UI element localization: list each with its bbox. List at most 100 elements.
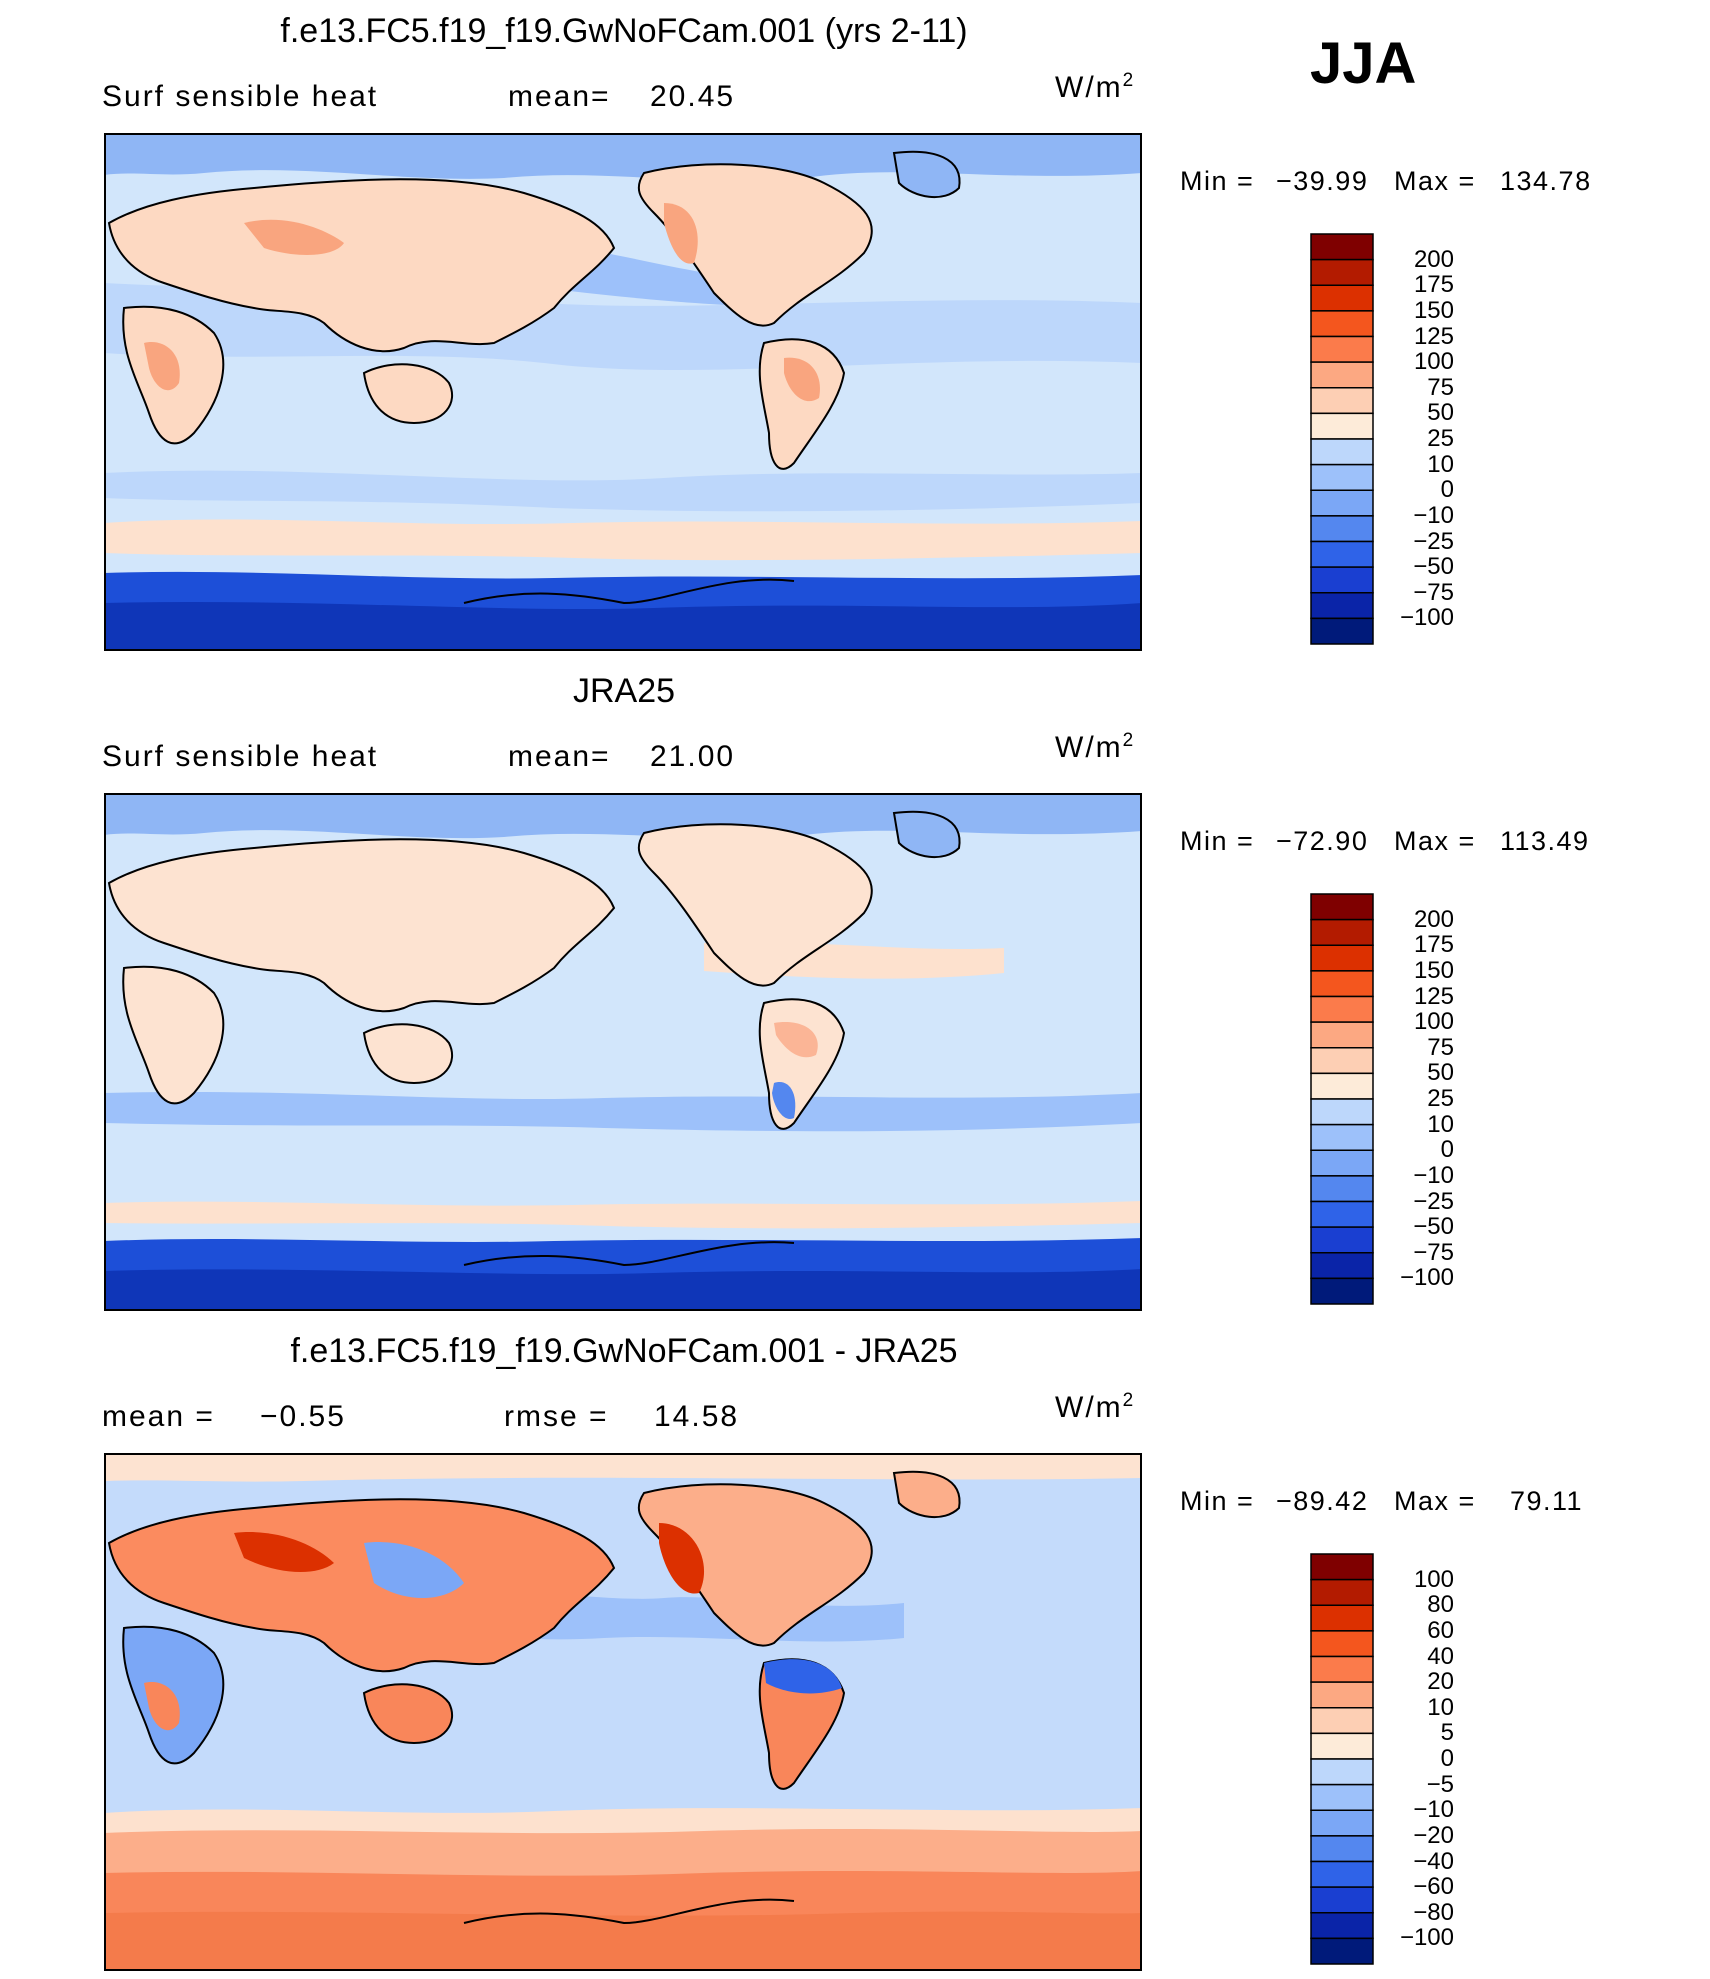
panel3-colorbar [1310,1553,1374,1965]
colorbar-box [1310,1707,1374,1735]
colorbar-label: 100 [1413,1008,1454,1036]
panel2-units: W/m2 [1055,730,1136,764]
colorbar-box [1310,1835,1374,1863]
colorbar-label: −40 [1413,1847,1454,1875]
panel2-min-value: −72.90 [1276,826,1369,856]
colorbar-box [1310,515,1374,543]
colorbar-box [1310,1098,1374,1126]
panel2-variable: Surf sensible heat [102,740,379,773]
colorbar-box [1310,1886,1374,1914]
panel2-colorbar [1310,893,1374,1305]
panel3-rmse-label: rmse = [504,1400,609,1433]
colorbar-label: −80 [1413,1898,1454,1926]
panel1-min-value: −39.99 [1276,166,1369,196]
panel2-min-label: Min = [1180,826,1255,856]
colorbar-label: −100 [1399,1264,1454,1292]
panel1-title: f.e13.FC5.f19_f19.GwNoFCam.001 (yrs 2-11… [280,12,968,50]
colorbar-box [1310,540,1374,568]
colorbar-label: 0 [1440,1745,1454,1772]
colorbar-label: 125 [1413,982,1454,1010]
panel2-map [104,793,1142,1311]
colorbar-box [1310,1123,1374,1151]
panel2-mean-value: 21.00 [650,740,736,773]
panel2-mean-label: mean= [508,740,611,773]
colorbar-box [1310,1655,1374,1683]
colorbar-box [1310,387,1374,415]
colorbar-box [1310,1912,1374,1940]
colorbar-box [1310,258,1374,286]
colorbar-box [1310,1630,1374,1658]
colorbar-box [1310,1604,1374,1632]
panel3-rmse-value: 14.58 [654,1400,740,1433]
colorbar-label: −75 [1413,578,1454,606]
colorbar-box [1310,233,1374,261]
colorbar-label: −100 [1399,1924,1454,1952]
colorbar-box [1310,1149,1374,1177]
colorbar-box [1310,1809,1374,1837]
colorbar-label: −10 [1413,501,1454,529]
colorbar-label: 200 [1413,905,1454,933]
colorbar-box [1310,944,1374,972]
panel3-title: f.e13.FC5.f19_f19.GwNoFCam.001 - JRA25 [290,1332,958,1370]
colorbar-label: 150 [1413,956,1454,984]
colorbar-label: 100 [1413,348,1454,376]
panel3-colorbar-labels: 100 80 60 40 20 10 5 0 −5 −10 −20 −40 −60 −80 −100 [1390,1552,1510,1966]
panel1-variable: Surf sensible heat [102,80,379,113]
colorbar-label: 75 [1427,1033,1454,1061]
colorbar-box [1310,1252,1374,1280]
colorbar-label: −50 [1413,553,1454,581]
colorbar-box [1310,592,1374,620]
colorbar-label: 0 [1440,1136,1454,1164]
colorbar-box [1310,489,1374,517]
colorbar-box [1310,438,1374,466]
colorbar-label: 50 [1427,399,1454,427]
panel3-min-value: −89.42 [1276,1486,1369,1516]
colorbar-box [1310,1021,1374,1049]
colorbar-label: 5 [1440,1719,1454,1747]
panel1-mean-label: mean= [508,80,611,113]
colorbar-label: 175 [1413,931,1454,959]
colorbar-label: 25 [1427,425,1454,452]
colorbar-box [1310,1783,1374,1811]
panel1-colorbar-labels: 200 175 150 125 100 75 50 25 10 0 −10 −25 −50 −75 −100 [1390,232,1510,646]
colorbar-box [1310,1226,1374,1254]
panel1-max-label: Max = [1394,166,1476,196]
colorbar-label: −5 [1426,1770,1454,1798]
colorbar-box [1310,463,1374,491]
colorbar-label: 20 [1427,1668,1454,1696]
colorbar-label: −50 [1413,1213,1454,1241]
panel3-mean-label: mean = [102,1400,215,1433]
colorbar-label: 50 [1427,1059,1454,1087]
colorbar-box [1310,361,1374,389]
colorbar-box [1310,1175,1374,1203]
colorbar-label: −25 [1413,527,1454,555]
colorbar-box [1310,412,1374,440]
panel3-max-label: Max = [1394,1486,1476,1516]
panel2-max-label: Max = [1394,826,1476,856]
season-label: JJA [1310,31,1417,96]
panel3-map [104,1453,1142,1971]
colorbar-label: −20 [1413,1821,1454,1849]
colorbar-label: 25 [1427,1085,1454,1112]
panel2-colorbar-labels: 200 175 150 125 100 75 50 25 10 0 −10 −25 −50 −75 −100 [1390,892,1510,1306]
colorbar-box [1310,1277,1374,1305]
colorbar-label: 60 [1427,1616,1454,1644]
colorbar-box [1310,970,1374,998]
colorbar-label: 0 [1440,476,1454,504]
panel2-title: JRA25 [572,672,676,710]
panel1-max-value: 134.78 [1500,166,1592,196]
colorbar-label: 150 [1413,296,1454,324]
colorbar-box [1310,1200,1374,1228]
colorbar-box [1310,1860,1374,1888]
colorbar-box [1310,1047,1374,1075]
colorbar-label: 10 [1427,1693,1454,1721]
colorbar-box [1310,995,1374,1023]
panel3-max-value: 79.11 [1510,1486,1584,1516]
colorbar-label: 175 [1413,271,1454,299]
colorbar-label: −25 [1413,1187,1454,1215]
colorbar-label: 10 [1427,450,1454,478]
colorbar-box [1310,335,1374,363]
colorbar-label: 80 [1427,1591,1454,1619]
colorbar-box [1310,918,1374,946]
colorbar-box [1310,284,1374,312]
